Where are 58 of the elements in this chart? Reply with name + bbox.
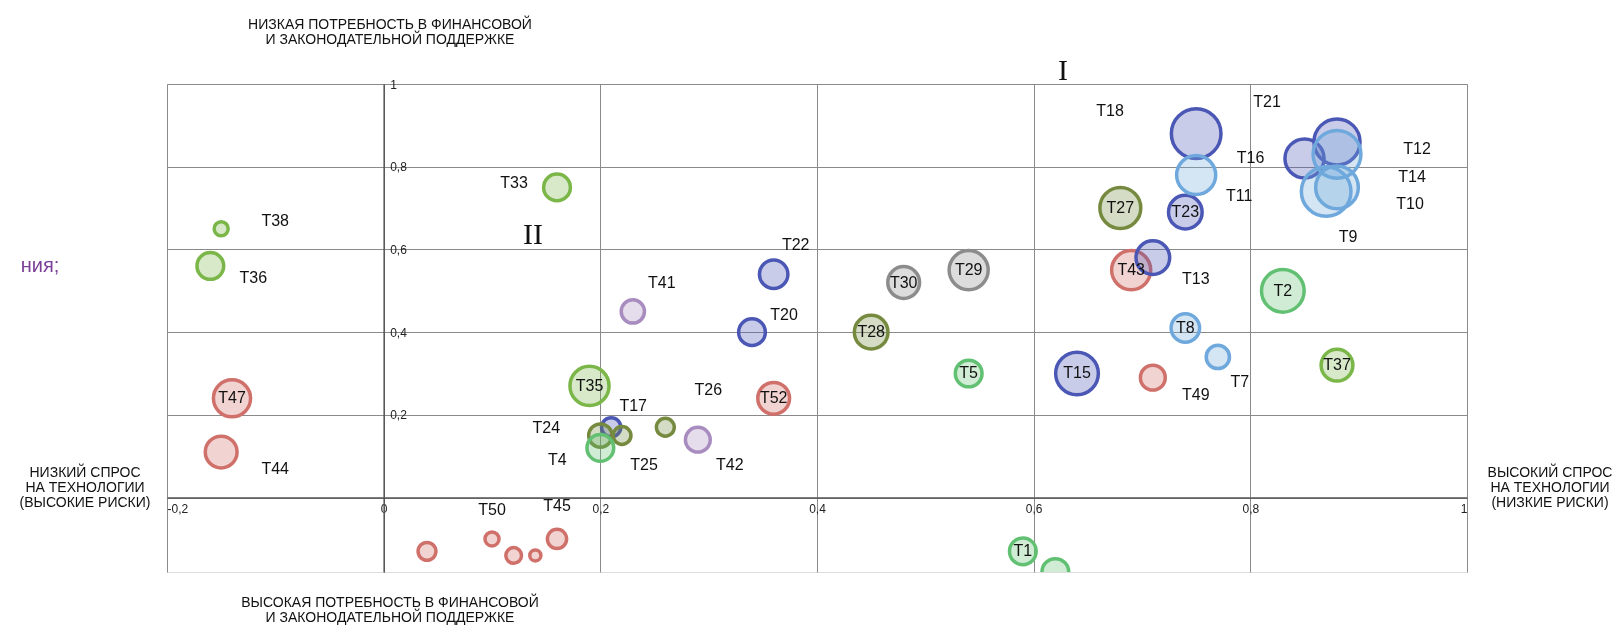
text: ния;	[20, 254, 60, 276]
annotation: I	[1058, 53, 1068, 86]
annotation: T45	[543, 496, 571, 514]
annotation: T13	[1182, 269, 1210, 287]
annotation: T9	[1338, 227, 1358, 245]
y-tick-label: 0,2	[390, 408, 408, 423]
annotation: T8	[1176, 319, 1195, 336]
text: НИЗКАЯ ПОТРЕБНОСТЬ В ФИНАНСОВОЙ И ЗАКОНОДАТЕЛЬНОЙ ПОДДЕРЖКЕ	[248, 15, 532, 47]
text: ВЫСОКАЯ ПОТРЕБНОСТЬ В ФИНАНСОВОЙ И ЗАКОНОДАТЕЛЬНОЙ ПОДДЕРЖКЕ	[241, 593, 539, 625]
annotation: T47	[218, 389, 246, 407]
y-tick-label: 0,4	[390, 325, 408, 340]
annotation: T49	[1182, 385, 1210, 403]
annotation: T42	[716, 455, 744, 473]
annotation: T1	[1013, 542, 1033, 560]
annotation: T30	[889, 273, 918, 291]
annotation: T17	[619, 397, 648, 415]
text: ВЫСОКИЙ СПРОС НА ТЕХНОЛОГИИ (НИЗКИЕ РИСКИ)	[1487, 463, 1613, 510]
x-tick-label: 0,6	[1025, 502, 1043, 517]
x-tick-label: -0,2	[167, 502, 189, 517]
annotation: T44	[261, 460, 290, 478]
annotation: T12	[1403, 140, 1431, 157]
annotation: T10	[1396, 195, 1424, 212]
y-tick-label: 1	[390, 77, 398, 92]
annotation: T18	[1096, 102, 1124, 119]
annotation: T36	[239, 268, 268, 286]
y-tick-label: 0,6	[390, 242, 408, 257]
text: НИЗКИЙ СПРОС НА ТЕХНОЛОГИИ (ВЫСОКИЕ РИСКИ)	[19, 463, 151, 510]
annotation: T27	[1106, 199, 1135, 217]
annotation: T26	[694, 381, 723, 399]
x-tick-label: 0,4	[809, 502, 827, 517]
x-tick-label: 1	[1460, 502, 1468, 517]
annotation: T20	[770, 306, 798, 324]
annotation: T41	[648, 274, 676, 292]
annotation: T4	[548, 450, 567, 468]
x-tick-label: 0,8	[1242, 502, 1260, 517]
x-tick-label: 0,2	[592, 502, 610, 517]
annotation: T50	[478, 500, 506, 518]
annotation: T35	[575, 376, 604, 394]
annotation: T52	[759, 389, 788, 407]
annotation: T5	[959, 364, 979, 382]
annotation: T23	[1171, 203, 1200, 221]
annotation: T29	[954, 261, 983, 279]
annotation: T33	[500, 174, 528, 192]
annotation: T2	[1273, 281, 1293, 299]
annotation: T11	[1225, 186, 1253, 204]
annotation: T14	[1398, 168, 1426, 185]
annotation: T38	[261, 211, 290, 229]
annotation: T24	[532, 418, 561, 436]
annotation: T16	[1236, 149, 1265, 167]
annotation: T21	[1253, 93, 1281, 110]
annotation: T25	[630, 455, 658, 473]
annotation: T37	[1323, 356, 1351, 374]
annotation: T7	[1230, 372, 1250, 390]
y-tick-label: 0,8	[390, 160, 408, 175]
annotation: T28	[857, 323, 886, 341]
annotation: T15	[1063, 364, 1091, 382]
annotation: II	[523, 217, 543, 250]
annotation: T22	[781, 236, 810, 254]
